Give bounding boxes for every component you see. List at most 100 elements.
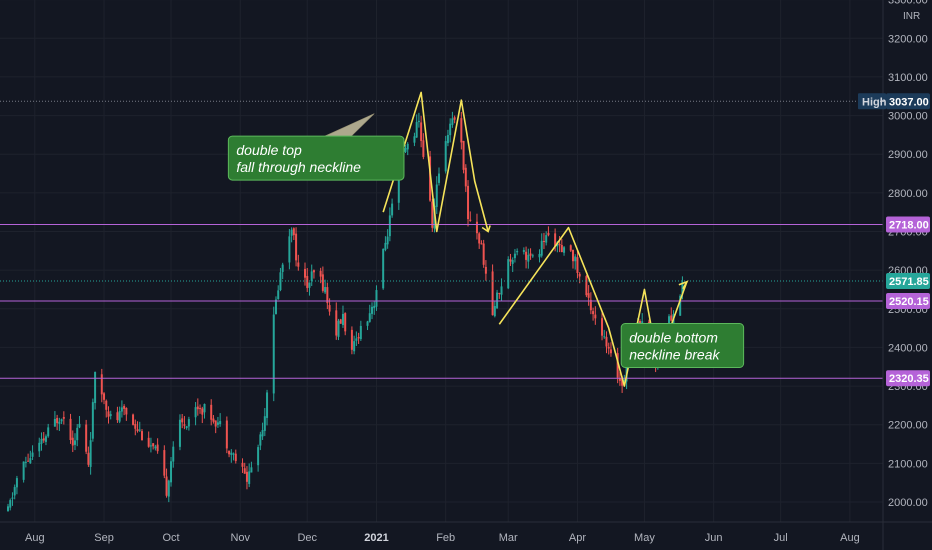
candle-body: [38, 442, 41, 452]
candle: [292, 227, 295, 241]
candle-body: [605, 336, 608, 347]
candle: [178, 414, 181, 451]
candle-body: [44, 436, 47, 442]
candle-body: [107, 411, 110, 417]
candle: [73, 433, 76, 451]
candle: [542, 232, 545, 250]
candle: [319, 267, 322, 284]
candle-body: [100, 374, 103, 395]
candle: [585, 274, 588, 298]
x-tick-label: Sep: [94, 532, 114, 544]
y-tick-label: 3200.00: [888, 33, 928, 45]
candle: [500, 278, 503, 302]
candle: [288, 228, 291, 270]
candle-body: [413, 136, 416, 143]
candle-body: [22, 461, 25, 480]
candle: [545, 231, 548, 246]
candle: [310, 264, 313, 286]
candle-body: [58, 421, 61, 424]
candle: [571, 249, 574, 269]
candle: [382, 248, 385, 290]
candle: [513, 249, 516, 263]
candle: [462, 140, 465, 174]
candle-body: [230, 452, 233, 455]
candle: [431, 198, 434, 232]
candle-body: [446, 135, 449, 144]
candle: [277, 285, 280, 300]
candle-body: [199, 408, 202, 410]
candle: [118, 406, 121, 424]
x-tick-label: Aug: [25, 532, 45, 544]
price-tag: High 3037.00: [858, 93, 930, 110]
candle: [578, 272, 581, 284]
price-tag: 2320.35: [886, 370, 930, 387]
candle: [337, 318, 340, 341]
candle-body: [585, 276, 588, 296]
candle: [355, 331, 358, 346]
candle-body: [241, 462, 244, 467]
candle-body: [181, 418, 184, 423]
candle: [404, 144, 407, 154]
candle: [216, 416, 219, 428]
candle-body: [422, 140, 425, 157]
candle-body: [417, 120, 420, 123]
candle-body: [71, 437, 74, 446]
candle-body: [478, 233, 481, 244]
candle-body: [480, 243, 483, 245]
candle-body: [42, 438, 45, 441]
candle: [279, 267, 282, 292]
candle: [344, 312, 347, 336]
candle: [609, 342, 612, 357]
candle: [308, 282, 311, 296]
y-axis[interactable]: 2000.002100.002200.002300.002400.002500.…: [882, 0, 928, 550]
x-tick-label: May: [634, 532, 655, 544]
x-axis[interactable]: Aug Sep Oct Nov Dec 2021 Feb Mar Apr May Jun Jul Aug: [0, 521, 932, 544]
candle: [230, 449, 233, 463]
candle-body: [212, 418, 215, 422]
y-tick-label: 2800.00: [888, 188, 928, 200]
candle: [525, 246, 528, 269]
candle-body: [375, 290, 378, 307]
candle-body: [248, 471, 251, 484]
candle-body: [103, 393, 106, 400]
candle-body: [449, 123, 452, 136]
candle: [547, 226, 550, 237]
callout-box: [620, 322, 745, 368]
callout-text: double top: [236, 142, 302, 158]
candle: [56, 414, 59, 431]
price-tag-label: 3037.00: [889, 96, 929, 108]
candle-body: [7, 506, 9, 511]
x-tick-label: Nov: [230, 532, 250, 544]
candle: [491, 264, 494, 316]
candle-body: [154, 446, 157, 449]
candle-body: [292, 228, 295, 236]
candle-body: [295, 233, 298, 261]
candle: [469, 211, 472, 222]
candle-body: [257, 447, 260, 466]
price-tag: 2520.15: [886, 292, 930, 309]
candle-body: [272, 314, 275, 394]
candle: [123, 404, 126, 416]
candle: [589, 292, 592, 315]
candle-body: [341, 313, 344, 326]
candle: [386, 229, 389, 249]
candle-body: [406, 143, 409, 150]
candle: [482, 239, 485, 268]
candle: [350, 326, 353, 355]
candle: [38, 437, 41, 458]
candle: [607, 342, 610, 355]
candle-body: [357, 337, 360, 339]
price-tag: 2718.00: [886, 216, 930, 233]
candle-body: [279, 272, 282, 291]
candle: [15, 475, 18, 495]
candle: [261, 422, 264, 440]
candle: [435, 176, 438, 214]
candle-body: [225, 420, 228, 449]
candle-body: [344, 313, 347, 332]
candle-body: [359, 325, 362, 340]
candle-body: [87, 452, 90, 465]
candle: [89, 432, 92, 475]
candle: [60, 418, 63, 424]
